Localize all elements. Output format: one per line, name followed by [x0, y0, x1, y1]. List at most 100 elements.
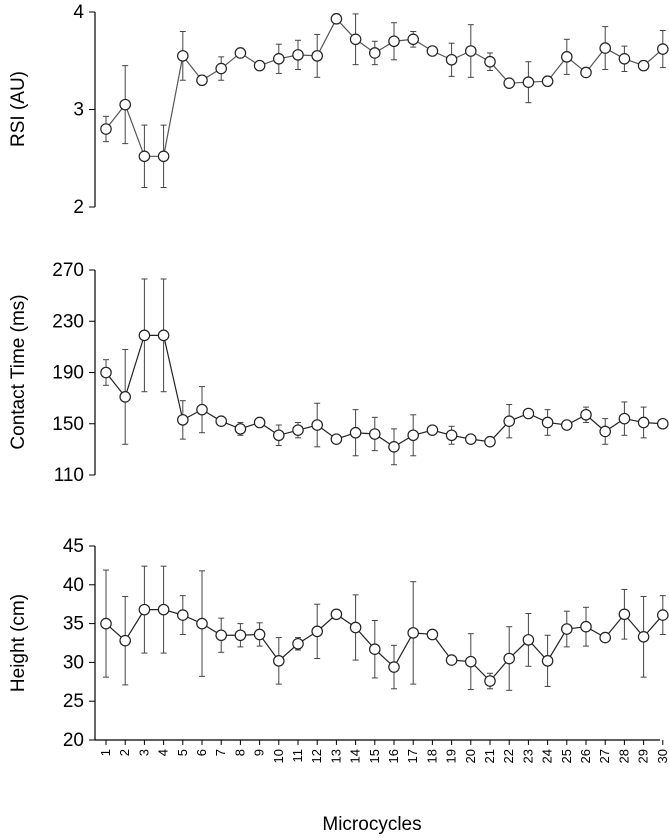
data-point: [388, 35, 400, 48]
data-point: [618, 608, 631, 621]
x-axis-label: Microcycles: [322, 814, 421, 835]
data-point: [292, 424, 304, 436]
x-tick-label: 11: [290, 749, 305, 763]
data-point: [464, 45, 477, 57]
y-tick-label: 45: [63, 536, 84, 557]
y-tick-label: 230: [52, 311, 84, 332]
data-point: [560, 419, 573, 431]
data-point: [503, 652, 515, 665]
data-point: [522, 634, 535, 646]
x-tick-label: 7: [213, 749, 228, 756]
data-point: [311, 419, 323, 431]
data-point: [177, 50, 189, 62]
data-point: [349, 33, 362, 46]
data-point: [157, 150, 170, 163]
data-point: [100, 617, 112, 630]
data-point: [119, 98, 131, 111]
data-point: [522, 76, 535, 88]
x-tick-label: 28: [616, 749, 631, 763]
data-point: [599, 425, 611, 438]
data-point: [426, 45, 439, 57]
y-tick-label: 2: [73, 197, 84, 218]
data-point: [503, 415, 515, 427]
data-point: [656, 417, 669, 430]
data-point: [484, 675, 496, 687]
x-tick-label: 4: [156, 749, 171, 756]
panel-contact-time: 110 150 190 230 270 Contact Time (ms): [8, 260, 669, 486]
data-point: [138, 329, 151, 342]
data-point: [484, 435, 496, 448]
data-point: [177, 414, 189, 426]
x-tick-label: 29: [636, 749, 651, 763]
data-point: [560, 623, 573, 635]
data-point: [234, 423, 247, 435]
series-line: [105, 17, 664, 157]
x-tick-label: 17: [405, 749, 420, 763]
x-tick-label: 3: [136, 749, 151, 756]
y-tick-label: 150: [52, 414, 84, 435]
data-point: [368, 47, 381, 59]
data-point: [138, 150, 151, 163]
data-point: [599, 631, 611, 644]
data-point: [292, 49, 304, 61]
data-point: [599, 42, 611, 54]
x-tick-label: 15: [367, 749, 382, 763]
y-tick-label: 190: [52, 363, 84, 384]
x-tick-label: 5: [175, 749, 190, 756]
data-point: [656, 609, 669, 621]
y-tick-label: 3: [73, 100, 84, 121]
data-point: [445, 429, 458, 442]
data-point: [157, 603, 170, 616]
data-point: [388, 441, 400, 453]
data-point: [234, 629, 247, 642]
data-point: [580, 620, 592, 633]
data-point: [618, 412, 631, 425]
data-point: [541, 75, 554, 88]
data-point: [407, 429, 419, 442]
data-point: [618, 52, 631, 65]
data-point: [311, 50, 323, 62]
data-point: [119, 634, 131, 647]
x-tick-label: 1: [98, 749, 113, 756]
data-point: [330, 608, 343, 621]
data-point: [234, 47, 247, 59]
y-tick-label: 110: [54, 465, 84, 486]
data-point: [580, 66, 592, 79]
data-point: [272, 429, 285, 442]
x-tick-label: 9: [252, 749, 267, 756]
x-tick-label: 12: [309, 749, 324, 763]
data-point: [426, 628, 439, 641]
panel-rsi: 2 3 4 RSI (AU): [8, 2, 669, 218]
x-tick-label: 19: [444, 749, 459, 763]
y-tick-label: 270: [52, 260, 84, 281]
data-point: [272, 52, 285, 65]
data-point: [292, 637, 304, 650]
x-tick-label: 24: [540, 749, 555, 763]
x-tick-label: 25: [559, 749, 574, 763]
x-tick-label: 14: [348, 749, 363, 763]
data-point: [215, 629, 227, 642]
x-tick-label: 22: [501, 749, 516, 763]
data-point: [560, 51, 573, 63]
data-point: [100, 123, 112, 135]
data-point: [330, 13, 343, 25]
y-tick-label: 4: [73, 2, 84, 23]
data-point: [484, 55, 496, 68]
data-point: [522, 407, 535, 420]
data-point: [503, 77, 515, 89]
x-tick-label: 18: [424, 749, 439, 763]
x-tick-label: 13: [328, 749, 343, 763]
data-point: [138, 603, 151, 616]
data-point: [580, 408, 592, 421]
x-tick-label: 20: [463, 749, 478, 763]
data-point: [541, 416, 554, 429]
data-point: [196, 74, 208, 87]
data-point: [196, 403, 208, 416]
data-point: [368, 643, 381, 656]
data-point: [426, 424, 439, 436]
data-point: [119, 391, 131, 403]
x-tick-label: 23: [520, 749, 535, 763]
data-point: [100, 366, 112, 379]
